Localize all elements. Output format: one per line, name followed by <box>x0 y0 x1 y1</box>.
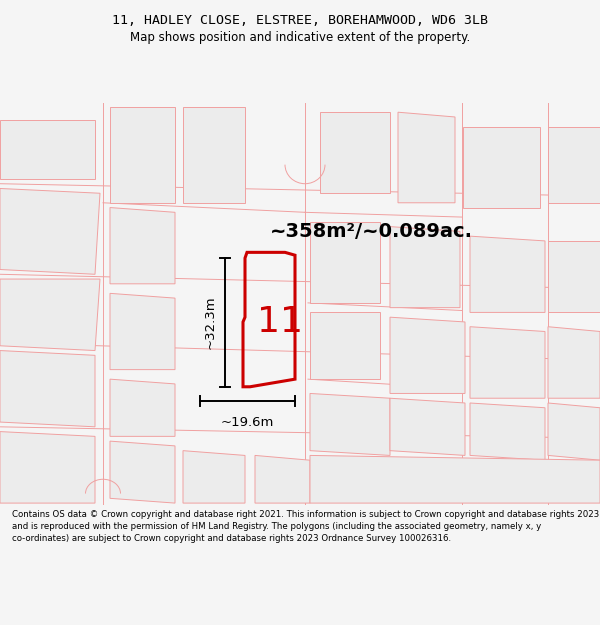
Polygon shape <box>548 241 600 312</box>
Text: 11: 11 <box>257 305 303 339</box>
Text: ~32.3m: ~32.3m <box>204 296 217 349</box>
Polygon shape <box>390 227 460 308</box>
Polygon shape <box>470 327 545 398</box>
Text: Map shows position and indicative extent of the property.: Map shows position and indicative extent… <box>130 31 470 44</box>
Text: 11, HADLEY CLOSE, ELSTREE, BOREHAMWOOD, WD6 3LB: 11, HADLEY CLOSE, ELSTREE, BOREHAMWOOD, … <box>112 14 488 26</box>
Polygon shape <box>310 456 600 503</box>
Text: ~19.6m: ~19.6m <box>221 416 274 429</box>
Polygon shape <box>183 451 245 503</box>
Polygon shape <box>0 120 95 179</box>
Polygon shape <box>255 456 310 503</box>
Polygon shape <box>390 317 465 394</box>
Polygon shape <box>310 394 390 456</box>
Text: ~358m²/~0.089ac.: ~358m²/~0.089ac. <box>270 222 473 241</box>
Text: Contains OS data © Crown copyright and database right 2021. This information is : Contains OS data © Crown copyright and d… <box>12 510 599 542</box>
Polygon shape <box>548 126 600 202</box>
Polygon shape <box>320 112 390 193</box>
Polygon shape <box>0 432 95 503</box>
Polygon shape <box>110 293 175 369</box>
Polygon shape <box>548 403 600 460</box>
Polygon shape <box>470 236 545 312</box>
Polygon shape <box>398 112 455 202</box>
Polygon shape <box>183 107 245 202</box>
Polygon shape <box>110 107 175 202</box>
Polygon shape <box>110 441 175 503</box>
Polygon shape <box>390 398 465 456</box>
Polygon shape <box>0 189 100 274</box>
Polygon shape <box>548 327 600 398</box>
Polygon shape <box>0 279 100 351</box>
Polygon shape <box>470 403 545 460</box>
Polygon shape <box>310 222 380 303</box>
Polygon shape <box>463 126 540 208</box>
Polygon shape <box>0 351 95 427</box>
Polygon shape <box>310 312 380 379</box>
Polygon shape <box>110 379 175 436</box>
Polygon shape <box>110 208 175 284</box>
